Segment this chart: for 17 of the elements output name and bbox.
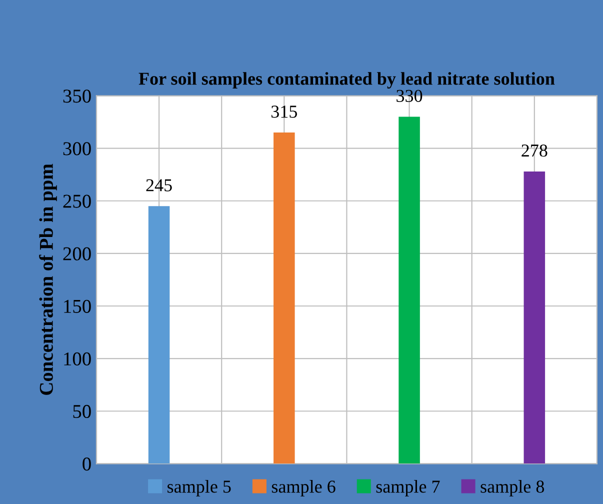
legend-label: sample 8 <box>480 480 544 496</box>
y-tick-label: 300 <box>63 142 91 156</box>
y-axis-title: Concentration of Pb in ppm <box>39 164 57 395</box>
y-tick-label: 250 <box>63 194 91 208</box>
legend-label: sample 6 <box>272 480 336 496</box>
data-label: 315 <box>271 106 297 118</box>
legend-label: sample 5 <box>168 480 231 496</box>
y-tick-label: 50 <box>73 404 91 418</box>
y-tick-label: 150 <box>64 300 91 313</box>
data-label: 278 <box>522 144 548 157</box>
y-tick-label: 350 <box>63 90 91 103</box>
y-tick-label: 100 <box>64 352 91 366</box>
y-tick-label: 200 <box>63 247 91 260</box>
chart-title: For soil samples contaminated by lead nitrate solution <box>138 72 555 89</box>
y-tick-label: 0 <box>82 457 91 471</box>
data-label: 245 <box>146 179 172 192</box>
legend-label: sample 7 <box>376 480 440 496</box>
